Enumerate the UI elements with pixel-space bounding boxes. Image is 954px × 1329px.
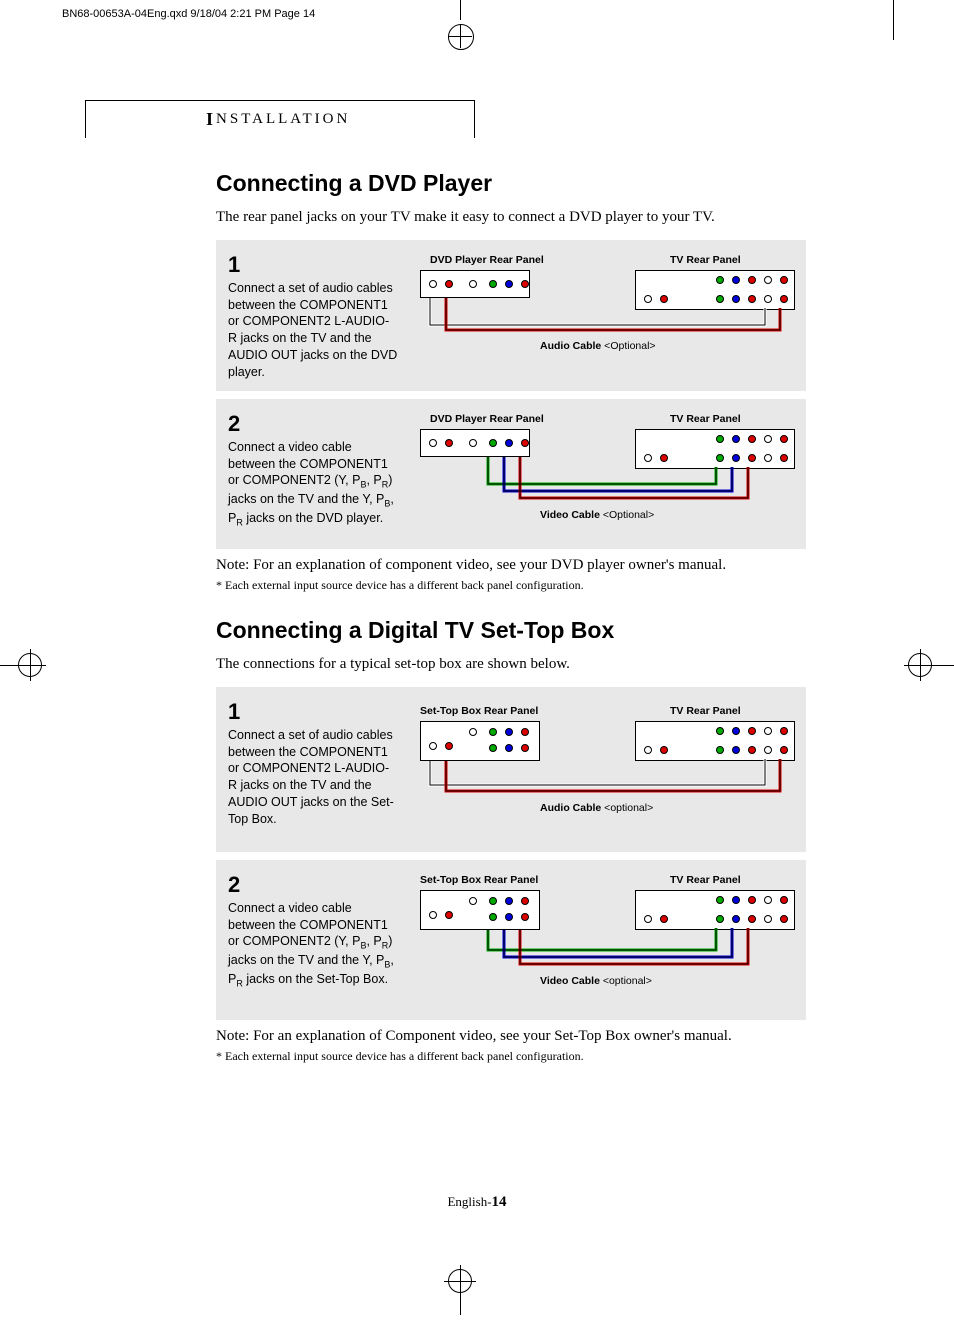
section1-footnote: * Each external input source device has … — [216, 578, 806, 593]
step-body: Connect a set of audio cables between th… — [228, 281, 397, 379]
step-text: 1 Connect a set of audio cables between … — [228, 250, 398, 381]
step-number: 1 — [228, 697, 398, 727]
diagram-dvd-video: DVD Player Rear Panel TV Rear Panel — [410, 409, 794, 539]
section2-step2: 2 Connect a video cable between the COMP… — [216, 860, 806, 1020]
step-body: Connect a video cable between the COMPON… — [228, 440, 394, 525]
cable-lines-icon — [410, 409, 800, 529]
section1-note: Note: For an explanation of component vi… — [216, 557, 806, 574]
section-header-initial: I — [206, 109, 216, 130]
step-text: 1 Connect a set of audio cables between … — [228, 697, 398, 842]
cable-lines-icon — [410, 697, 800, 827]
section-header-text: NSTALLATION — [216, 111, 350, 128]
section-header: INSTALLATION — [85, 100, 475, 138]
section1-title: Connecting a DVD Player — [216, 170, 806, 197]
section2-footnote: * Each external input source device has … — [216, 1049, 806, 1064]
diagram-dvd-audio: DVD Player Rear Panel TV Rear Panel — [410, 250, 794, 381]
step-number: 2 — [228, 409, 398, 439]
step-body: Connect a set of audio cables between th… — [228, 728, 394, 826]
cable-lines-icon — [410, 870, 800, 1000]
step-number: 1 — [228, 250, 398, 280]
section1-intro: The rear panel jacks on your TV make it … — [216, 209, 806, 226]
crop-mark-top — [440, 0, 480, 30]
diagram-stb-audio: Set-Top Box Rear Panel TV Rear Panel — [410, 697, 794, 842]
print-header: BN68-00653A-04Eng.qxd 9/18/04 2:21 PM Pa… — [62, 8, 315, 20]
section2-title: Connecting a Digital TV Set-Top Box — [216, 617, 806, 644]
section1-step2: 2 Connect a video cable between the COMP… — [216, 399, 806, 549]
page-content: Connecting a DVD Player The rear panel j… — [216, 170, 806, 1088]
diagram-stb-video: Set-Top Box Rear Panel TV Rear Panel — [410, 870, 794, 1010]
section2-note: Note: For an explanation of Component vi… — [216, 1028, 806, 1045]
section2-step1: 1 Connect a set of audio cables between … — [216, 687, 806, 852]
crop-mark-right — [904, 645, 954, 685]
section2-intro: The connections for a typical set-top bo… — [216, 656, 806, 673]
top-rule — [893, 0, 894, 40]
step-text: 2 Connect a video cable between the COMP… — [228, 409, 398, 539]
step-number: 2 — [228, 870, 398, 900]
step-body: Connect a video cable between the COMPON… — [228, 901, 394, 986]
step-text: 2 Connect a video cable between the COMP… — [228, 870, 398, 1010]
section1-step1: 1 Connect a set of audio cables between … — [216, 240, 806, 391]
crop-mark-left — [0, 645, 40, 685]
crop-mark-bottom — [440, 1269, 480, 1319]
page-number: English-14 — [0, 1194, 954, 1211]
cable-lines-icon — [410, 250, 800, 370]
